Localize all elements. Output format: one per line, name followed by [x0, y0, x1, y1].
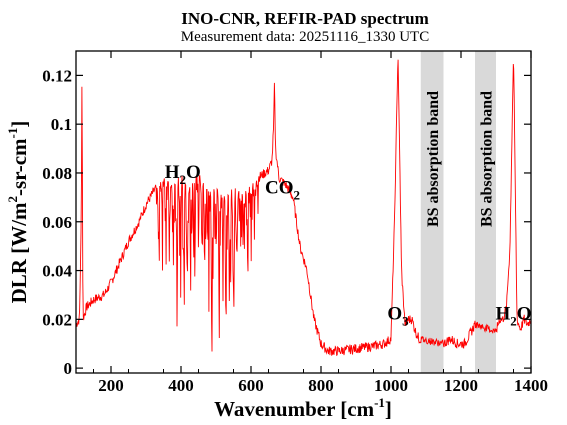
annotation-o3: O3 — [387, 303, 409, 328]
x-tick-label-400: 400 — [168, 376, 194, 395]
x-tick-label-1000: 1000 — [374, 376, 408, 395]
y-tick-label-2: 0.04 — [42, 262, 72, 281]
y-axis-label: DLR [W/m2-sr-cm-1] — [5, 121, 31, 304]
absorption-band-label-0: BS absorption band — [425, 91, 442, 227]
annotation-h2o-left: H2O — [165, 162, 201, 187]
chart-title: INO-CNR, REFIR-PAD spectrum — [181, 9, 429, 28]
x-axis-label-main: Wavenumber [cm — [214, 397, 375, 421]
x-tick-label-600: 600 — [238, 376, 264, 395]
x-tick-label-200: 200 — [98, 376, 124, 395]
chart-subtitle: Measurement data: 20251116_1330 UTC — [181, 29, 429, 45]
absorption-bands: BS absorption band BS absorption band — [421, 51, 496, 373]
x-axis-label-sup: -1 — [374, 395, 385, 410]
absorption-band-label-1: BS absorption band — [479, 91, 496, 227]
y-axis-ticks: 0 0.02 0.04 0.06 0.08 0.1 0.12 — [42, 66, 531, 378]
spectrum-line — [76, 60, 531, 356]
y-axis-label-part2: -sr-cm — [7, 138, 31, 196]
y-tick-label-4: 0.08 — [42, 164, 72, 183]
x-tick-label-1200: 1200 — [444, 376, 478, 395]
x-axis-label-tail: ] — [385, 397, 392, 421]
y-tick-label-3: 0.06 — [42, 213, 72, 232]
x-tick-label-1400: 1400 — [514, 376, 548, 395]
x-tick-label-800: 800 — [308, 376, 334, 395]
spectrum-series — [76, 60, 531, 356]
y-tick-label-0: 0 — [64, 359, 73, 378]
y-tick-label-1: 0.02 — [42, 310, 72, 329]
y-axis-label-part3: ] — [7, 121, 31, 128]
y-tick-label-5: 0.1 — [51, 115, 72, 134]
annotation-co2: CO2 — [265, 178, 300, 203]
y-axis-label-part1: DLR [W/m — [7, 202, 31, 303]
x-axis-label: Wavenumber [cm-1] — [214, 395, 392, 421]
y-axis-label-sup2: -1 — [5, 128, 20, 139]
y-tick-label-6: 0.12 — [42, 66, 72, 85]
